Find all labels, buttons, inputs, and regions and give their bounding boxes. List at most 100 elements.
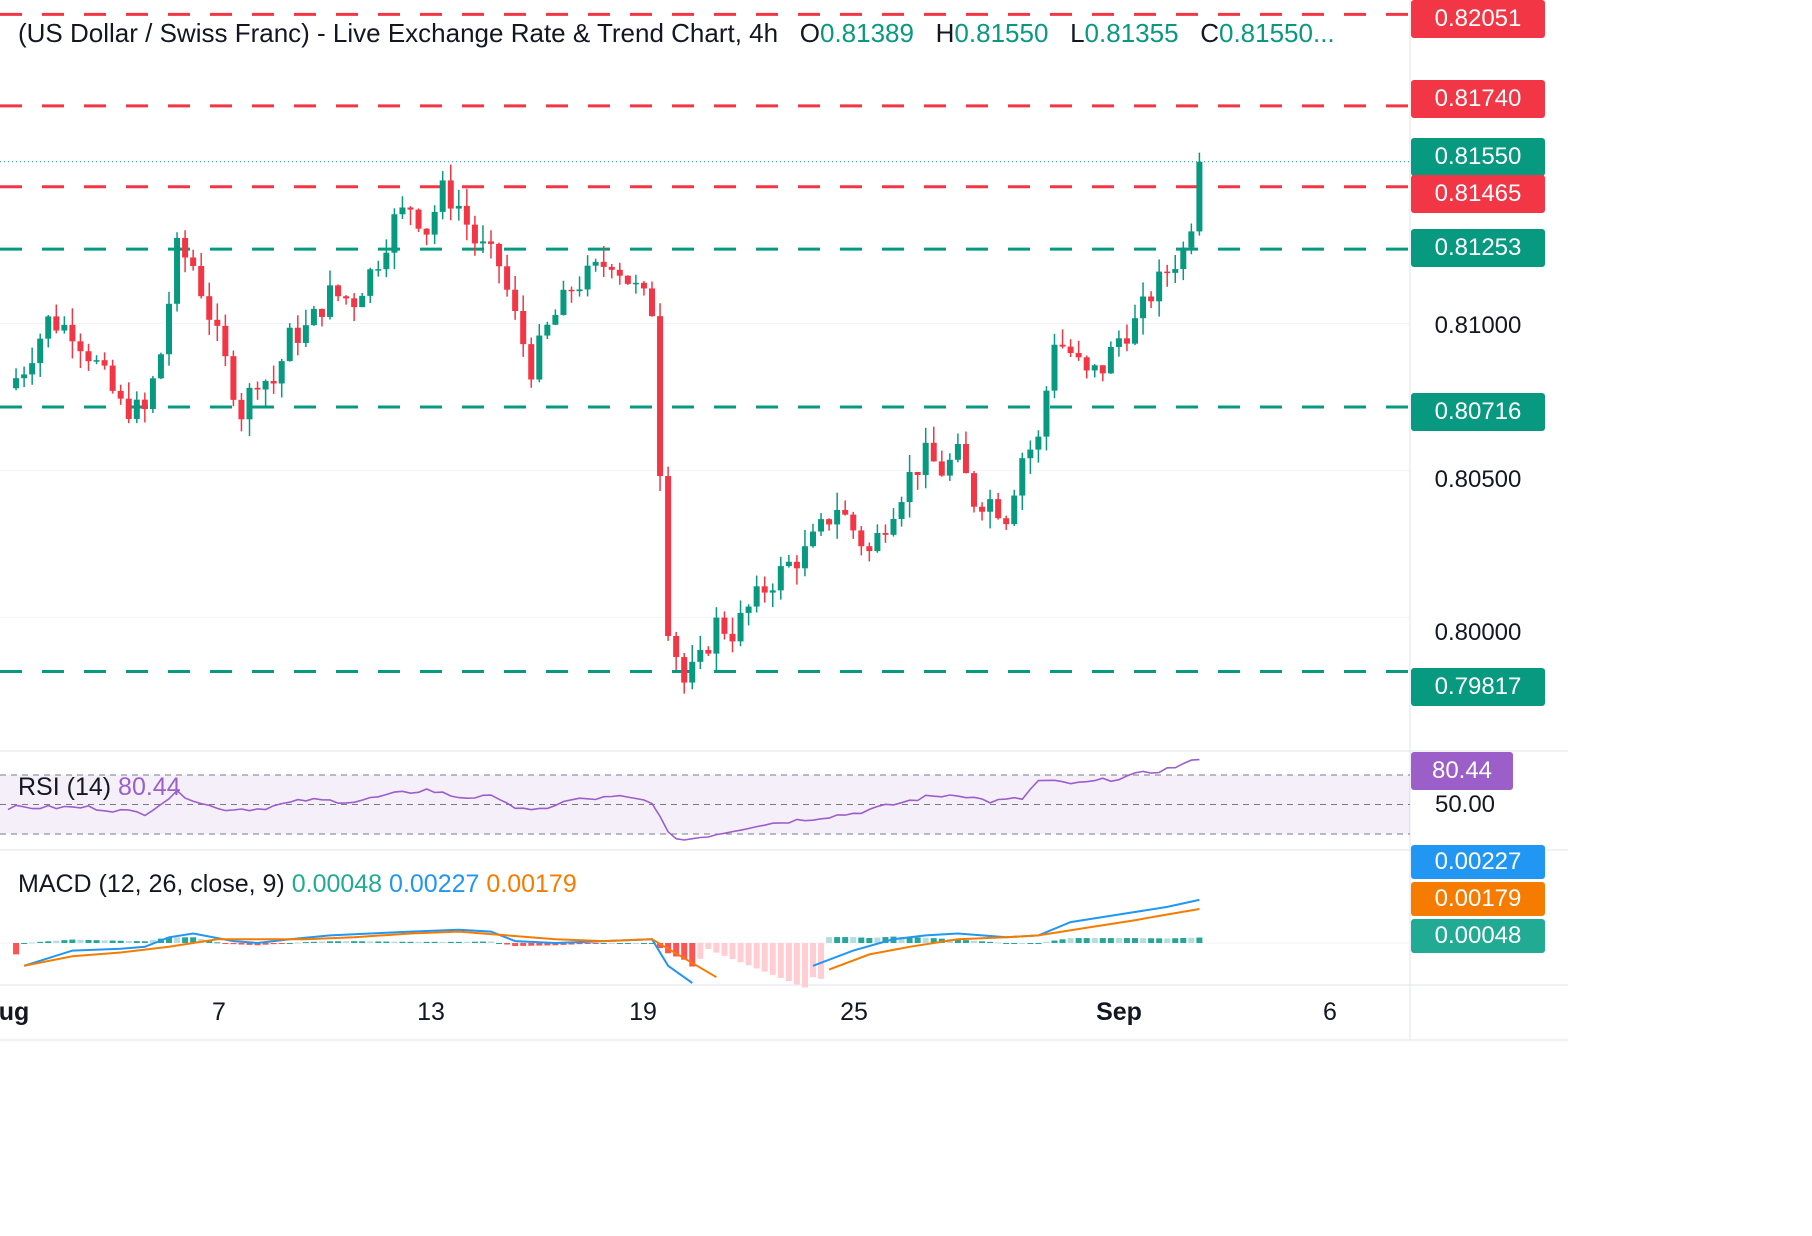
macd-histogram-bar [1107, 938, 1114, 943]
macd-histogram-bar [914, 937, 921, 943]
macd-histogram-bar [584, 943, 591, 944]
candle-body [455, 205, 462, 209]
candle-body [182, 237, 189, 258]
macd-histogram-bar [930, 938, 937, 943]
macd-histogram-bar [343, 941, 350, 943]
macd-histogram-bar [995, 942, 1002, 944]
chart-canvas[interactable] [0, 0, 1568, 1070]
macd-signal-value: 0.00179 [486, 870, 577, 898]
macd-histogram-bar [729, 943, 736, 959]
macd-hist-tag: 0.00048 [1411, 919, 1545, 953]
macd-histogram-bar [294, 942, 301, 944]
macd-histogram-bar [1067, 938, 1074, 943]
candle-body [375, 269, 382, 271]
macd-histogram-bar [13, 943, 20, 955]
macd-histogram-bar [270, 943, 277, 945]
candle-body [351, 298, 358, 308]
macd-histogram-bar [898, 936, 905, 943]
date-tick: 25 [840, 998, 868, 1026]
macd-histogram-bar [1051, 940, 1058, 943]
candle-body [174, 237, 181, 304]
candle-body [938, 461, 945, 476]
macd-histogram-bar [214, 942, 221, 944]
macd-histogram-bar [431, 941, 438, 943]
candle-body [826, 519, 833, 525]
macd-histogram-bar [1091, 938, 1098, 943]
candle-body [1148, 296, 1155, 302]
candle-body [117, 390, 124, 399]
rsi-title: RSI (14) [18, 773, 112, 801]
candle-body [1059, 344, 1066, 347]
macd-line-tag: 0.00227 [1411, 845, 1545, 879]
macd-histogram-bar [29, 942, 36, 944]
macd-histogram-bar [697, 943, 704, 959]
candle-body [190, 257, 197, 267]
macd-histogram-bar [1019, 943, 1026, 944]
candle-body [254, 387, 261, 390]
macd-line [812, 898, 1200, 967]
macd-histogram-bar [713, 943, 720, 953]
candle-body [262, 380, 269, 390]
candle-body [1083, 357, 1090, 371]
macd-histogram-bar [576, 943, 583, 945]
candle-body [600, 261, 607, 267]
macd-histogram-bar [649, 943, 655, 944]
candle-body [1003, 518, 1010, 525]
macd-histogram-bar [1043, 941, 1050, 943]
macd-histogram-bar [818, 943, 825, 979]
candle-body [640, 282, 647, 289]
macd-histogram-bar [318, 941, 325, 943]
candle-body [520, 311, 527, 345]
macd-histogram-bar [1099, 938, 1106, 943]
macd-histogram-bar [560, 943, 567, 945]
macd-histogram-bar [278, 943, 285, 944]
macd-histogram-bar [987, 941, 994, 943]
candle-body [922, 442, 929, 475]
macd-histogram-bar [399, 941, 406, 943]
candle-body [673, 635, 680, 658]
macd-histogram-bar [327, 941, 333, 943]
candle-body [681, 657, 688, 683]
macd-histogram-bar [544, 943, 551, 946]
candle-body [930, 442, 937, 462]
candle-body [1132, 318, 1138, 344]
price-grid [0, 0, 1568, 1041]
macd-histogram-bar [528, 943, 535, 946]
macd-histogram-bar [238, 943, 245, 945]
open-label: O [799, 18, 820, 48]
macd-histogram-bar [182, 937, 189, 943]
candle-body [463, 205, 470, 225]
macd-histogram-bar [745, 943, 752, 966]
candle-body [109, 365, 116, 391]
candle-body [697, 649, 704, 662]
candle-body [1115, 338, 1122, 347]
macd-histogram-bar [608, 943, 615, 944]
candle-body [769, 590, 776, 593]
macd-histogram-bar [842, 937, 849, 943]
macd-histogram-bar [971, 940, 977, 943]
macd-histogram-bar [141, 941, 148, 943]
macd-histogram-bar [310, 941, 317, 943]
candle-body [61, 324, 68, 331]
macd-histogram-bar [463, 941, 470, 943]
macd-histogram-bar [1172, 938, 1179, 943]
candle-body [407, 207, 414, 210]
candle-body [1075, 353, 1082, 358]
resistance-tag: 0.81740 [1411, 80, 1545, 118]
candle-body [914, 471, 921, 475]
macd-histogram-bar [21, 943, 28, 944]
candle-body [1140, 296, 1147, 319]
candle-body [1156, 271, 1163, 302]
macd-histogram-bar [351, 941, 358, 943]
macd-histogram-bar [1115, 938, 1122, 943]
macd-histogram-bar [882, 937, 889, 943]
candle-body [874, 532, 881, 552]
macd-histogram-bar [1027, 943, 1034, 944]
candle-body [1067, 346, 1074, 354]
candle-body [512, 289, 519, 312]
macd-histogram-bar [125, 940, 132, 943]
macd-histogram-bar [657, 943, 664, 949]
macd-histogram-bar [471, 941, 478, 943]
macd-histogram-bar [53, 940, 60, 943]
macd-histogram-bar [254, 943, 261, 946]
